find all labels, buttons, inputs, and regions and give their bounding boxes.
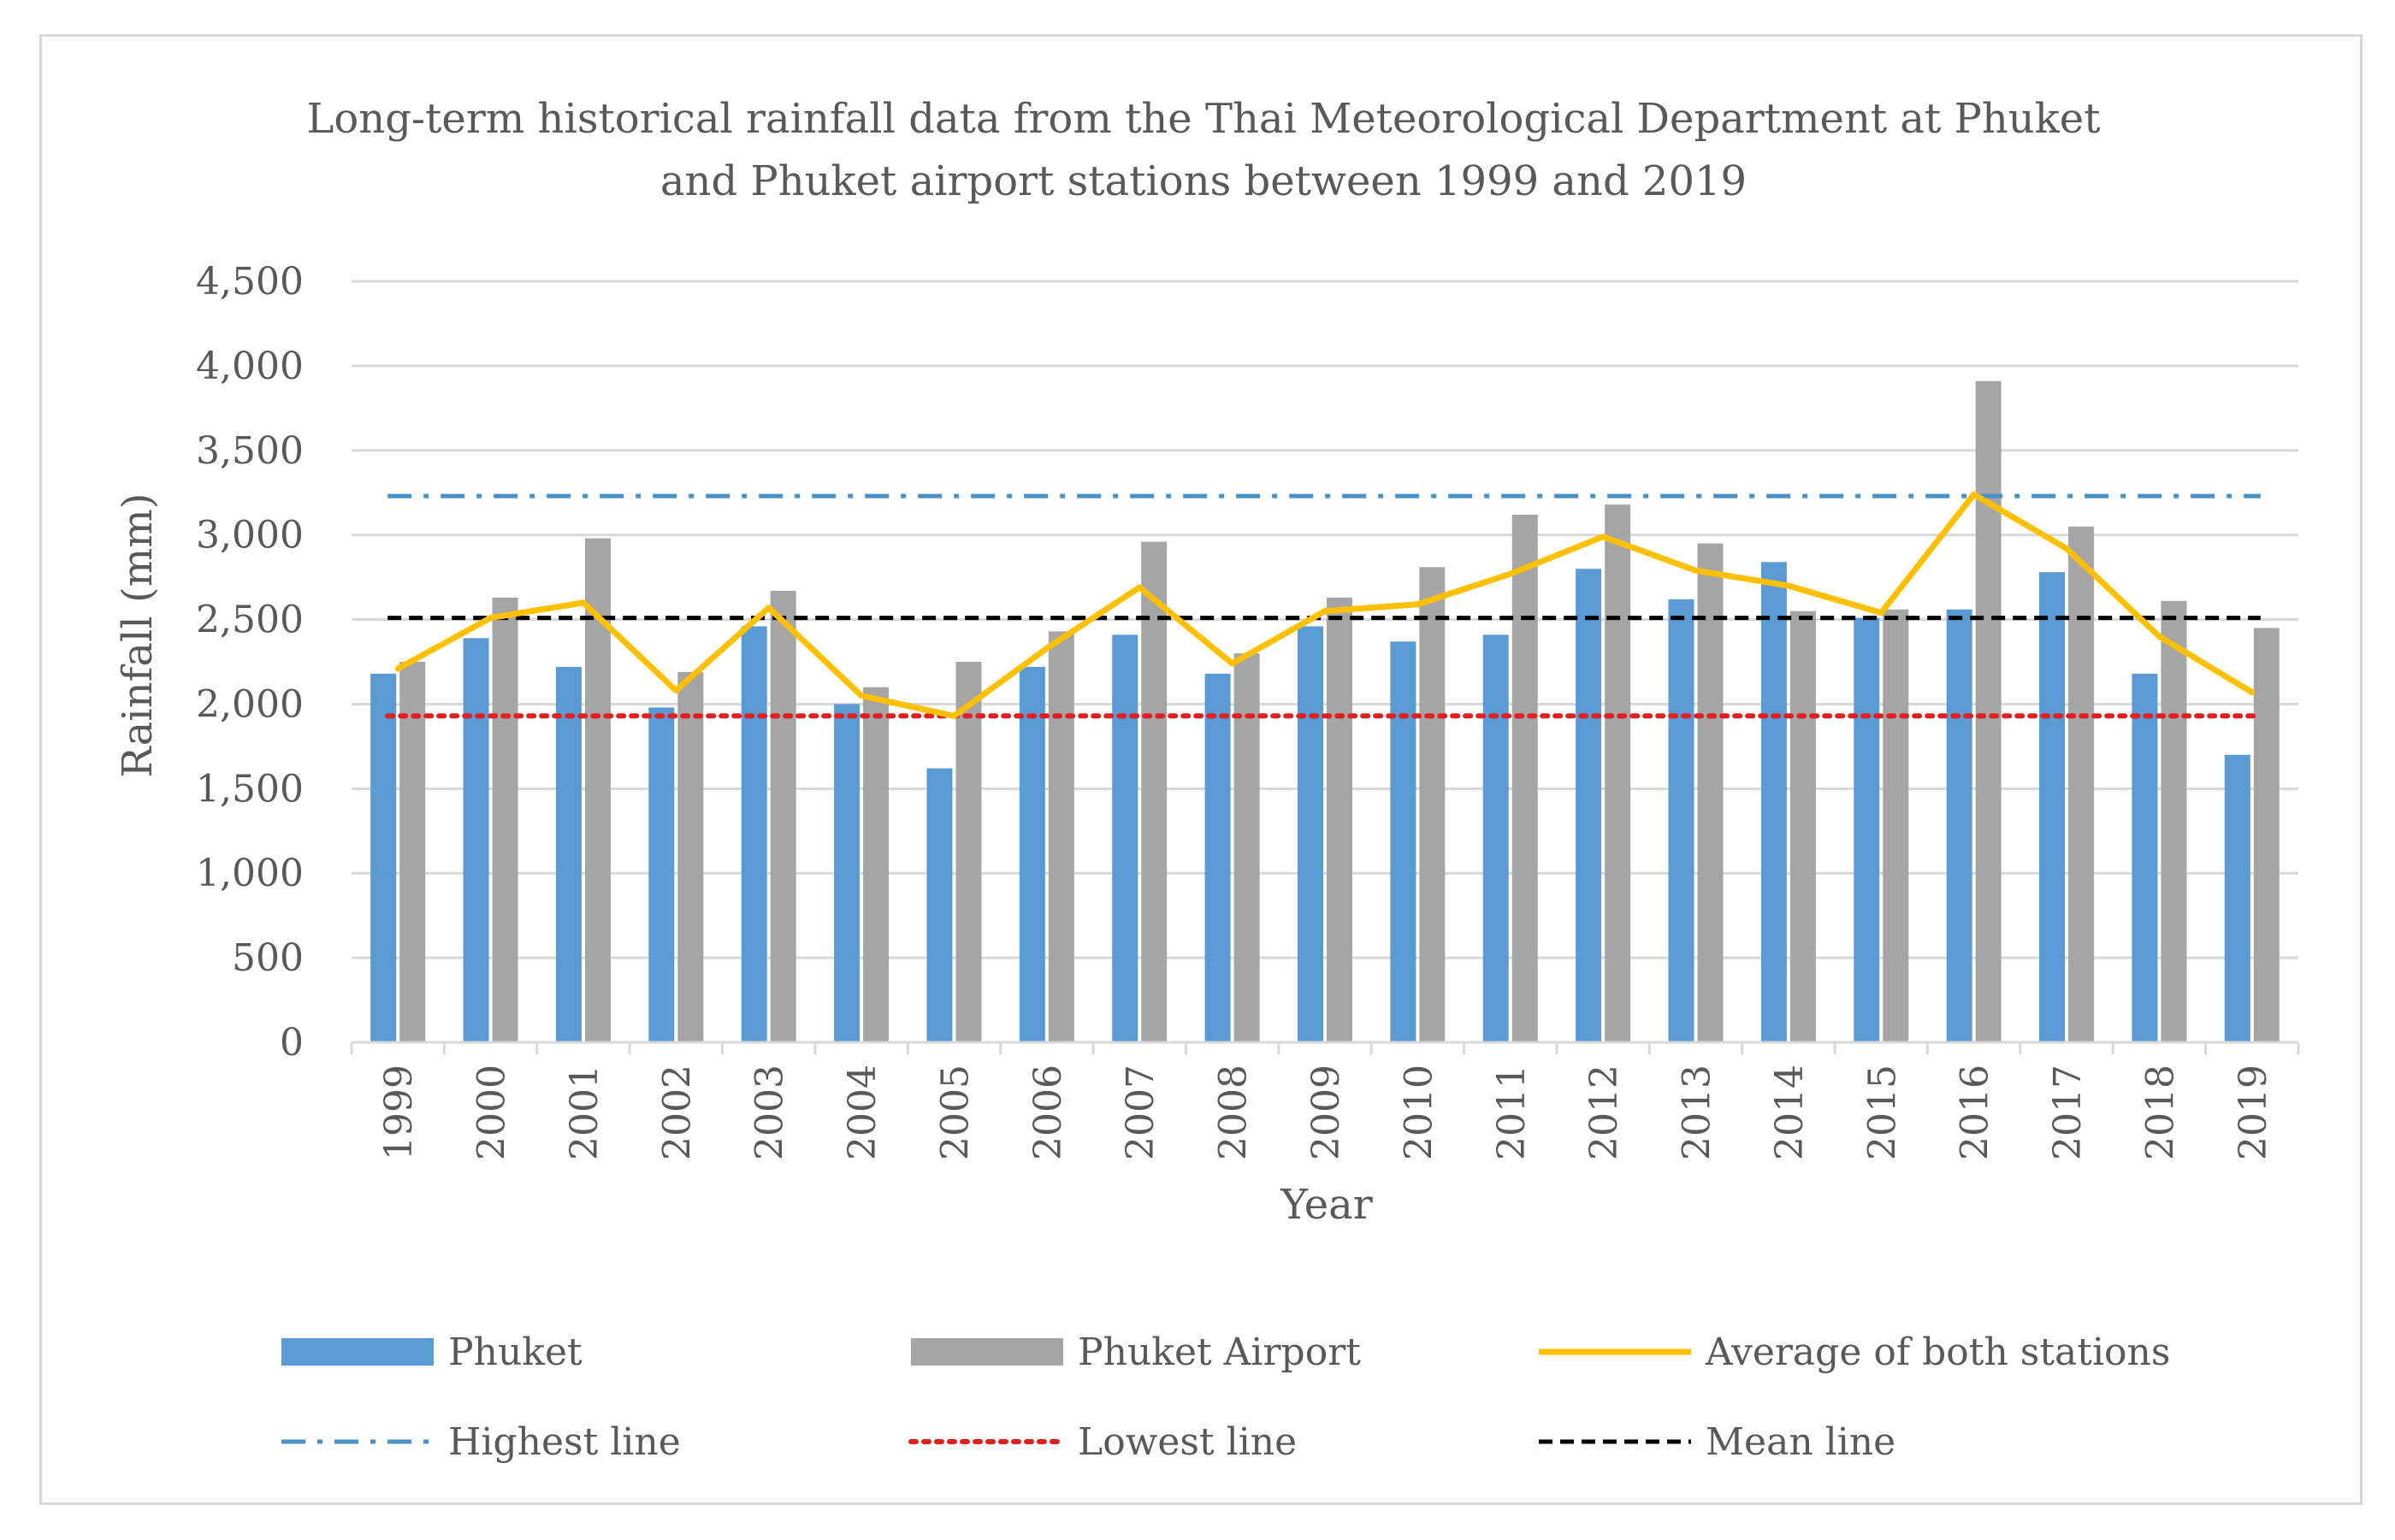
legend-label-mean-line: Mean line — [1706, 1420, 1895, 1464]
legend-swatch-phuket — [281, 1338, 434, 1366]
x-tick-label: 2007 — [1119, 1065, 1162, 1160]
bar-phuket-2010 — [1390, 641, 1416, 1042]
bar-phuket-airport-2002 — [677, 671, 704, 1042]
chart-title-line-1: Long-term historical rainfall data from … — [307, 95, 2101, 143]
y-tick-label: 0 — [280, 1021, 304, 1065]
bar-phuket-airport-2011 — [1511, 514, 1538, 1042]
bar-phuket-airport-2014 — [1789, 611, 1816, 1042]
x-tick-label: 2013 — [1676, 1065, 1719, 1160]
bar-phuket-2005 — [926, 768, 953, 1042]
bar-phuket-airport-2016 — [1975, 381, 2002, 1042]
x-tick-label: 2010 — [1397, 1065, 1440, 1160]
rainfall-chart: Long-term historical rainfall data from … — [114, 95, 2300, 1464]
bar-phuket-airport-2019 — [2253, 628, 2280, 1042]
y-tick-label: 3,000 — [196, 514, 304, 558]
y-tick-label: 2,500 — [196, 599, 304, 642]
bars — [370, 381, 2280, 1042]
bar-phuket-2000 — [463, 638, 489, 1042]
x-tick-label: 2018 — [2138, 1065, 2182, 1160]
y-axis-ticks: 0 500 1,000 1,500 2,000 2,500 3,000 3,500 4,000 4… — [196, 260, 304, 1065]
bar-phuket-airport-2008 — [1233, 653, 1260, 1042]
y-tick-label: 4,500 — [196, 260, 304, 304]
x-axis-ticks: 1999 2000 2001 2002 2003 2004 2005 2006 2007 2008… — [377, 1065, 2275, 1160]
x-tick-label: 2012 — [1582, 1065, 1626, 1160]
bar-phuket-2011 — [1482, 634, 1509, 1042]
bar-phuket-2001 — [555, 666, 582, 1042]
bar-phuket-2013 — [1668, 599, 1694, 1042]
x-axis — [350, 1041, 2300, 1054]
bar-phuket-airport-2005 — [955, 662, 982, 1042]
average-line-group — [394, 491, 2256, 719]
legend-label-lowest-line: Lowest line — [1078, 1420, 1297, 1464]
x-tick-label: 2005 — [933, 1065, 977, 1160]
x-tick-label: 2016 — [1954, 1065, 1997, 1160]
bar-phuket-airport-2009 — [1327, 597, 1352, 1042]
x-tick-label: 2009 — [1304, 1065, 1348, 1160]
legend-label-phuket-airport: Phuket Airport — [1078, 1331, 1361, 1374]
bar-phuket-2002 — [648, 707, 675, 1042]
bar-phuket-airport-2012 — [1605, 504, 1631, 1042]
chart-title: Long-term historical rainfall data from … — [307, 95, 2101, 205]
y-tick-label: 3,500 — [196, 429, 304, 473]
bar-phuket-airport-2007 — [1141, 541, 1168, 1042]
x-tick-label: 2011 — [1490, 1065, 1534, 1160]
bar-phuket-2003 — [741, 626, 767, 1042]
gridlines — [352, 280, 2298, 959]
bar-phuket-airport-2003 — [770, 590, 796, 1042]
y-tick-label: 500 — [232, 936, 304, 980]
x-tick-label: 2003 — [748, 1065, 792, 1160]
bar-phuket-2012 — [1576, 569, 1602, 1042]
bar-phuket-1999 — [370, 673, 397, 1042]
bar-phuket-2019 — [2224, 754, 2250, 1042]
bar-phuket-2018 — [2132, 673, 2158, 1042]
x-tick-label: 2001 — [563, 1065, 606, 1160]
bar-phuket-airport-2010 — [1419, 567, 1446, 1042]
x-tick-label: 2014 — [1768, 1065, 1812, 1160]
x-tick-label: 2006 — [1026, 1065, 1070, 1160]
y-tick-label: 2,000 — [196, 682, 304, 726]
legend-label-phuket: Phuket — [448, 1331, 582, 1374]
bar-phuket-2006 — [1019, 666, 1045, 1042]
bar-phuket-airport-2000 — [492, 597, 518, 1042]
x-tick-label: 2015 — [1860, 1065, 1904, 1160]
y-axis-title: Rainfall (mm) — [114, 493, 162, 778]
bar-phuket-2017 — [2039, 572, 2066, 1042]
average-line — [394, 491, 2256, 719]
bar-phuket-2016 — [1946, 609, 1972, 1042]
x-tick-label: 2002 — [655, 1065, 699, 1160]
bar-phuket-airport-2017 — [2068, 526, 2095, 1042]
bar-phuket-airport-2015 — [1883, 609, 1909, 1042]
bar-phuket-2015 — [1854, 617, 1880, 1042]
reference-lines — [385, 493, 2263, 719]
x-tick-label: 2008 — [1212, 1065, 1256, 1160]
x-tick-label: 2017 — [2046, 1065, 2090, 1160]
bar-phuket-airport-2004 — [863, 687, 890, 1042]
bar-phuket-2008 — [1204, 673, 1231, 1042]
legend-swatch-phuket-airport — [911, 1338, 1063, 1366]
bar-phuket-airport-2013 — [1697, 543, 1724, 1042]
bar-phuket-airport-2018 — [2161, 600, 2187, 1042]
bar-phuket-airport-1999 — [399, 662, 426, 1042]
legend-label-highest-line: Highest line — [448, 1420, 681, 1464]
x-tick-label: 1999 — [377, 1065, 421, 1160]
chart-frame: Long-term historical rainfall data from … — [39, 34, 2362, 1505]
bar-phuket-2007 — [1112, 634, 1138, 1042]
x-axis-title: Year — [1280, 1181, 1373, 1229]
x-tick-label: 2004 — [841, 1065, 884, 1160]
y-tick-label: 1,000 — [196, 852, 304, 895]
bar-phuket-2009 — [1298, 626, 1323, 1042]
bar-phuket-airport-2006 — [1048, 631, 1074, 1042]
bar-phuket-2014 — [1760, 562, 1787, 1042]
x-tick-label: 2019 — [2232, 1065, 2275, 1160]
y-tick-label: 4,000 — [196, 345, 304, 388]
chart-title-line-2: and Phuket airport stations between 1999… — [660, 157, 1747, 205]
legend-label-average-of-both-stations: Average of both stations — [1705, 1331, 2170, 1374]
x-tick-label: 2000 — [470, 1065, 514, 1160]
bar-phuket-2004 — [834, 704, 860, 1042]
y-tick-label: 1,500 — [196, 767, 304, 811]
legend: Phuket Phuket Airport Average of both stat… — [281, 1331, 2170, 1464]
